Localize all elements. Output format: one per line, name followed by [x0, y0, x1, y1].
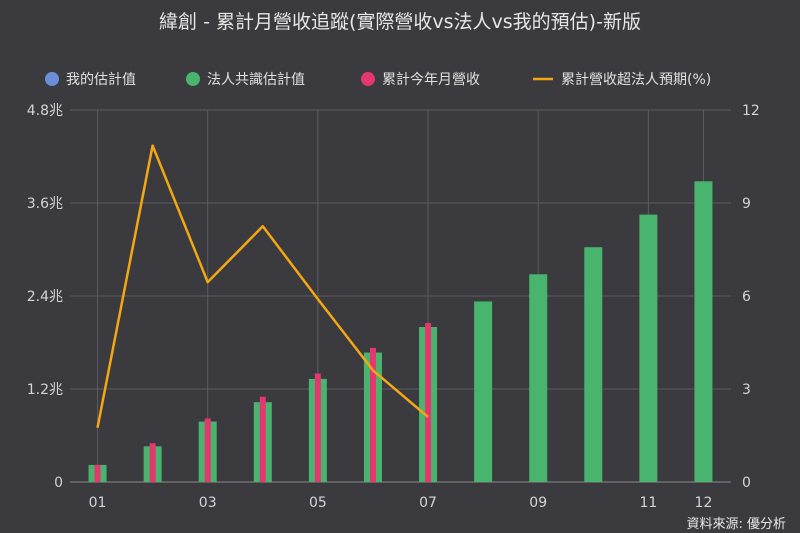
- y-right-tick-label: 0: [742, 475, 751, 491]
- line-beat-expectation: [96, 144, 429, 429]
- bar-cumulative-revenue: [149, 443, 156, 482]
- y-left-tick-label: 4.8兆: [27, 103, 63, 119]
- y-left-tick-label: 0: [54, 475, 63, 491]
- x-tick-label: 05: [309, 495, 327, 511]
- bar-cumulative-revenue: [314, 373, 321, 482]
- x-tick-label: 12: [695, 495, 713, 511]
- x-tick-label: 07: [419, 495, 437, 511]
- legend: 我的估計值 法人共識估計值 累計今年月營收 累計營收超法人預期(%): [45, 72, 711, 88]
- bar-cumulative-revenue: [259, 396, 266, 482]
- x-tick-label: 01: [89, 495, 107, 511]
- chart-title: 緯創 - 累計月營收追蹤(實際營收vs法人vs我的預估)-新版: [159, 11, 641, 33]
- bar-consensus: [474, 301, 493, 482]
- legend-label-beat-line: 累計營收超法人預期(%): [561, 72, 711, 88]
- legend-marker-consensus: [186, 72, 200, 86]
- source-note: 資料來源: 優分析: [686, 517, 786, 532]
- y-left-tick-label: 3.6兆: [27, 196, 63, 212]
- bar-cumulative-revenue: [425, 323, 432, 482]
- y-left-tick-label: 2.4兆: [27, 289, 63, 305]
- line-series: [96, 144, 429, 429]
- y-right-tick-label: 6: [742, 289, 751, 305]
- bar-consensus: [639, 214, 658, 482]
- bar-cumulative-revenue: [94, 464, 101, 482]
- bar-cumulative-revenue: [369, 347, 376, 482]
- bar-consensus: [694, 181, 713, 483]
- x-tick-label: 03: [199, 495, 217, 511]
- legend-marker-cumulative-revenue: [361, 72, 375, 86]
- y-right-tick-label: 9: [742, 196, 751, 212]
- axes: 0 0 1.2兆 3 2.4兆 6 3.6兆 9 4.8兆 12 01 03 05 07 09 11 12: [27, 103, 760, 511]
- y-right-tick-label: 3: [742, 382, 751, 398]
- grid: [70, 109, 731, 483]
- y-left-tick-label: 1.2兆: [27, 382, 63, 398]
- legend-label-my-estimate: 我的估計值: [66, 72, 136, 88]
- x-tick-label: 09: [529, 495, 547, 511]
- bars: [88, 181, 713, 483]
- bar-consensus: [584, 247, 603, 482]
- x-tick-label: 11: [639, 495, 657, 511]
- bar-cumulative-revenue: [204, 418, 211, 482]
- legend-label-cumulative-revenue: 累計今年月營收: [382, 72, 480, 88]
- bar-consensus: [529, 274, 548, 482]
- legend-marker-my-estimate: [45, 72, 59, 86]
- legend-label-consensus: 法人共識估計值: [207, 72, 305, 88]
- y-right-tick-label: 12: [742, 103, 760, 119]
